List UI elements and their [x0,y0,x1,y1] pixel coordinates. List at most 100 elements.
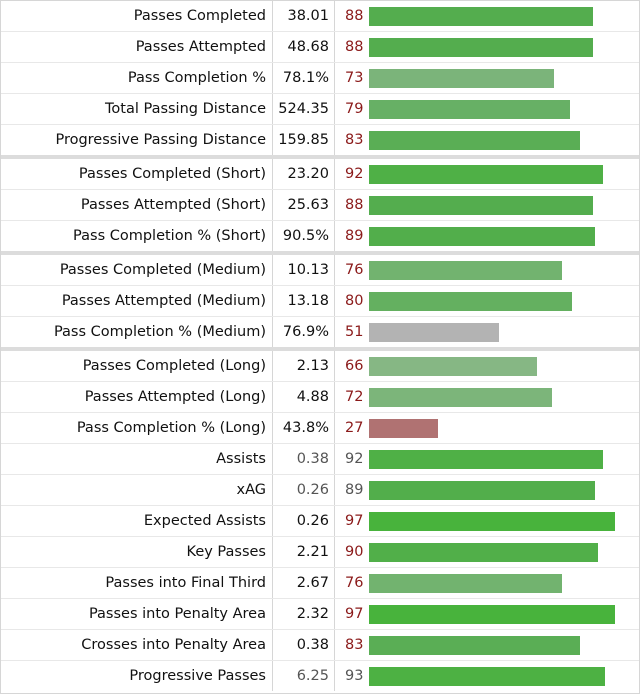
stat-value: 159.85 [273,125,335,155]
stat-row: Pass Completion % (Long) 43.8% 27 [1,412,639,443]
percentile-bar-track [369,382,639,412]
stat-row: xAG 0.26 89 [1,474,639,505]
percentile-value: 93 [345,668,364,684]
percentile-bar-track [369,475,639,505]
stat-label: Pass Completion % [1,63,273,93]
stat-value: 38.01 [273,1,335,31]
stat-group-short: Passes Completed (Short) 23.20 92 Passes At… [1,155,639,251]
percentile-bar-track [369,190,639,220]
percentile-value: 97 [345,606,364,622]
stat-row: Total Passing Distance 524.35 79 [1,93,639,124]
stat-group-total: Passes Completed 38.01 88 Passes Attempted 4… [1,1,639,155]
stat-label: Passes into Penalty Area [1,599,273,629]
percentile-bar [369,605,615,624]
percentile-value: 73 [345,70,364,86]
percentile-value: 76 [345,575,364,591]
percentile-value: 66 [345,358,364,374]
percentile-bar [369,636,580,655]
stat-value: 2.13 [273,351,335,381]
percentile-bar-track [369,221,639,251]
stat-label: Passes Completed (Long) [1,351,273,381]
stat-value: 43.8% [273,413,335,443]
stat-value: 524.35 [273,94,335,124]
stat-value: 6.25 [273,661,335,691]
percentile-value: 89 [345,228,364,244]
stat-group-long: Passes Completed (Long) 2.13 66 Passes Atte… [1,347,639,691]
stat-label: xAG [1,475,273,505]
stat-label: Passes into Final Third [1,568,273,598]
stat-value: 4.88 [273,382,335,412]
percentile-value: 79 [345,101,364,117]
percentile-value: 88 [345,39,364,55]
stat-row: Passes Attempted 48.68 88 [1,31,639,62]
percentile-bar [369,261,562,280]
percentile-bar-track [369,661,639,691]
stat-label: Passes Attempted (Short) [1,190,273,220]
stat-label: Assists [1,444,273,474]
percentile-bar-track [369,63,639,93]
percentile-value: 83 [345,132,364,148]
stat-row: Pass Completion % 78.1% 73 [1,62,639,93]
stat-value: 23.20 [273,159,335,189]
percentile-bar [369,131,580,150]
percentile-bar-track [369,599,639,629]
stat-value: 2.32 [273,599,335,629]
percentile-bar [369,323,499,342]
percentile-bar [369,69,554,88]
percentile-bar [369,196,593,215]
stat-row: Passes into Penalty Area 2.32 97 [1,598,639,629]
percentile-bar [369,512,615,531]
stat-row: Passes Attempted (Short) 25.63 88 [1,189,639,220]
stat-value: 0.38 [273,630,335,660]
percentile-bar-track [369,255,639,285]
percentile-value: 76 [345,262,364,278]
stat-value: 2.21 [273,537,335,567]
stat-label: Pass Completion % (Medium) [1,317,273,347]
stat-row: Passes Attempted (Medium) 13.18 80 [1,285,639,316]
percentile-value: 80 [345,293,364,309]
stat-value: 90.5% [273,221,335,251]
stat-row: Passes Completed (Long) 2.13 66 [1,351,639,381]
percentile-bar-track [369,159,639,189]
stat-label: Pass Completion % (Short) [1,221,273,251]
percentile-value: 88 [345,8,364,24]
percentile-value: 51 [345,324,364,340]
stat-label: Key Passes [1,537,273,567]
stat-value: 0.26 [273,506,335,536]
percentile-bar [369,450,603,469]
percentile-value: 88 [345,197,364,213]
percentile-bar [369,543,598,562]
percentile-bar-track [369,413,639,443]
stat-label: Crosses into Penalty Area [1,630,273,660]
stat-label: Pass Completion % (Long) [1,413,273,443]
percentile-bar [369,388,552,407]
percentile-value: 92 [345,451,364,467]
percentile-value: 97 [345,513,364,529]
percentile-bar-track [369,94,639,124]
stat-label: Passes Attempted (Medium) [1,286,273,316]
stat-row: Passes Completed (Short) 23.20 92 [1,159,639,189]
percentile-value: 72 [345,389,364,405]
stat-group-medium: Passes Completed (Medium) 10.13 76 Passes A… [1,251,639,347]
stat-label: Expected Assists [1,506,273,536]
stat-row: Key Passes 2.21 90 [1,536,639,567]
percentile-value: 83 [345,637,364,653]
stat-value: 78.1% [273,63,335,93]
stat-label: Passes Completed (Medium) [1,255,273,285]
percentile-value: 27 [345,420,364,436]
percentile-bar-track [369,125,639,155]
stat-value: 2.67 [273,568,335,598]
percentile-bar-track [369,286,639,316]
percentile-bar-track [369,506,639,536]
stat-row: Passes Completed 38.01 88 [1,1,639,31]
percentile-value: 89 [345,482,364,498]
stat-row: Progressive Passing Distance 159.85 83 [1,124,639,155]
stat-label: Passes Completed [1,1,273,31]
percentile-value: 90 [345,544,364,560]
percentile-bar [369,481,595,500]
percentile-bar [369,7,593,26]
stat-row: Pass Completion % (Short) 90.5% 89 [1,220,639,251]
percentile-bar [369,667,605,686]
percentile-value: 92 [345,166,364,182]
